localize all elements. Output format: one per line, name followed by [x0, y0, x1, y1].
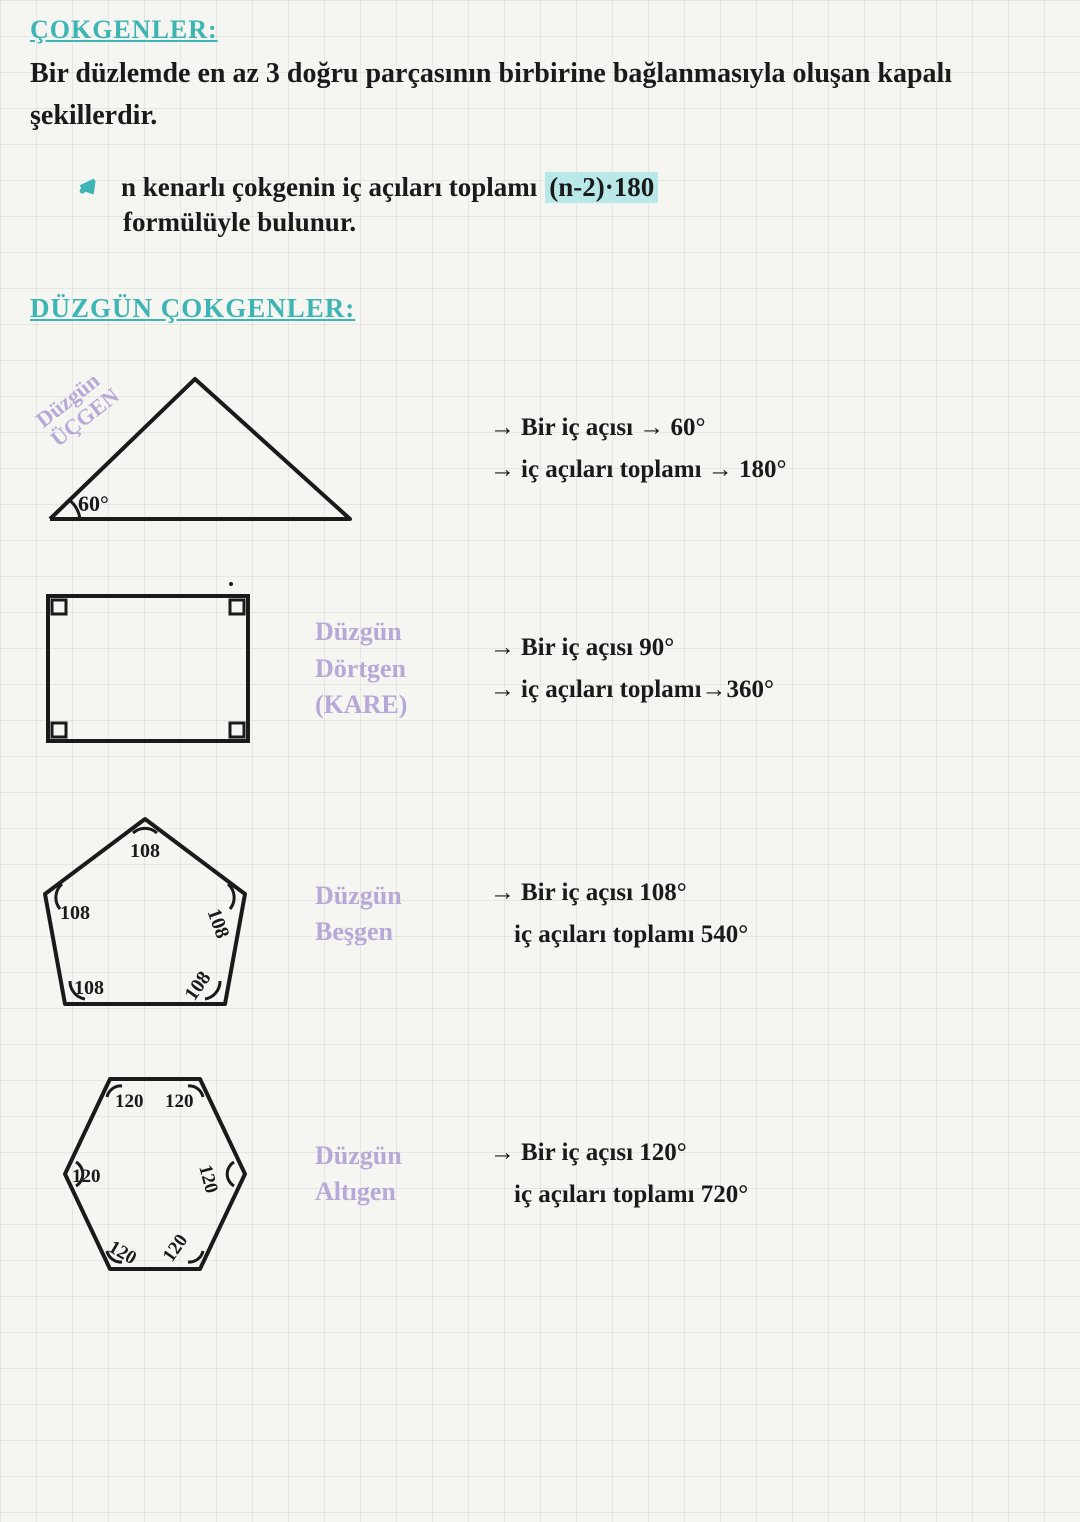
pentagon-label: Düzgün Beşgen — [315, 878, 465, 951]
square-row: Düzgün Dörtgen (KARE) →Bir iç açısı 90° … — [30, 584, 1050, 754]
svg-text:108: 108 — [60, 902, 90, 924]
triangle-props: →Bir iç açısı → 60° →iç açıları toplamı … — [490, 407, 787, 492]
svg-text:120: 120 — [72, 1166, 101, 1187]
svg-text:120: 120 — [194, 1163, 222, 1196]
pentagon-props: →Bir iç açısı 108° iç açıları toplamı 54… — [490, 872, 748, 957]
svg-text:120: 120 — [165, 1091, 194, 1112]
svg-text:120: 120 — [159, 1230, 193, 1265]
svg-text:120: 120 — [105, 1237, 140, 1269]
formula-expression: (n-2)·180 — [545, 172, 658, 203]
hexagon-shape: 120 120 120 120 120 120 — [30, 1064, 260, 1284]
svg-text:120: 120 — [115, 1091, 144, 1112]
megaphone-icon — [75, 174, 103, 202]
pentagon-shape: 108 108 108 108 108 — [30, 809, 260, 1019]
formula-suffix: formülüyle bulunur. — [123, 207, 1050, 238]
triangle-row: Düzgün ÜÇGEN 60° →Bir iç açısı → 60° →iç… — [30, 359, 1050, 539]
svg-text:108: 108 — [203, 906, 234, 942]
square-label: Düzgün Dörtgen (KARE) — [315, 614, 465, 723]
formula-prefix: n kenarlı çokgenin iç açıları toplamı — [121, 172, 537, 203]
subtitle: DÜZGÜN ÇOKGENLER: — [30, 293, 1050, 324]
hexagon-label: Düzgün Altıgen — [315, 1138, 465, 1211]
definition-text: Bir düzlemde en az 3 doğru parçasının bi… — [30, 53, 1030, 137]
svg-text:108: 108 — [180, 967, 215, 1004]
square-shape — [30, 584, 260, 754]
formula-block: n kenarlı çokgenin iç açıları toplamı (n… — [30, 172, 1050, 238]
svg-text:108: 108 — [130, 840, 160, 862]
triangle-angle: 60° — [78, 491, 109, 516]
main-title: ÇOKGENLER: — [30, 15, 1050, 45]
svg-text:108: 108 — [74, 977, 104, 999]
hexagon-row: 120 120 120 120 120 120 Düzgün Altıgen →… — [30, 1064, 1050, 1284]
pentagon-row: 108 108 108 108 108 Düzgün Beşgen →Bir i… — [30, 809, 1050, 1019]
hexagon-props: →Bir iç açısı 120° iç açıları toplamı 72… — [490, 1132, 748, 1217]
square-props: →Bir iç açısı 90° →iç açıları toplamı→36… — [490, 627, 774, 712]
